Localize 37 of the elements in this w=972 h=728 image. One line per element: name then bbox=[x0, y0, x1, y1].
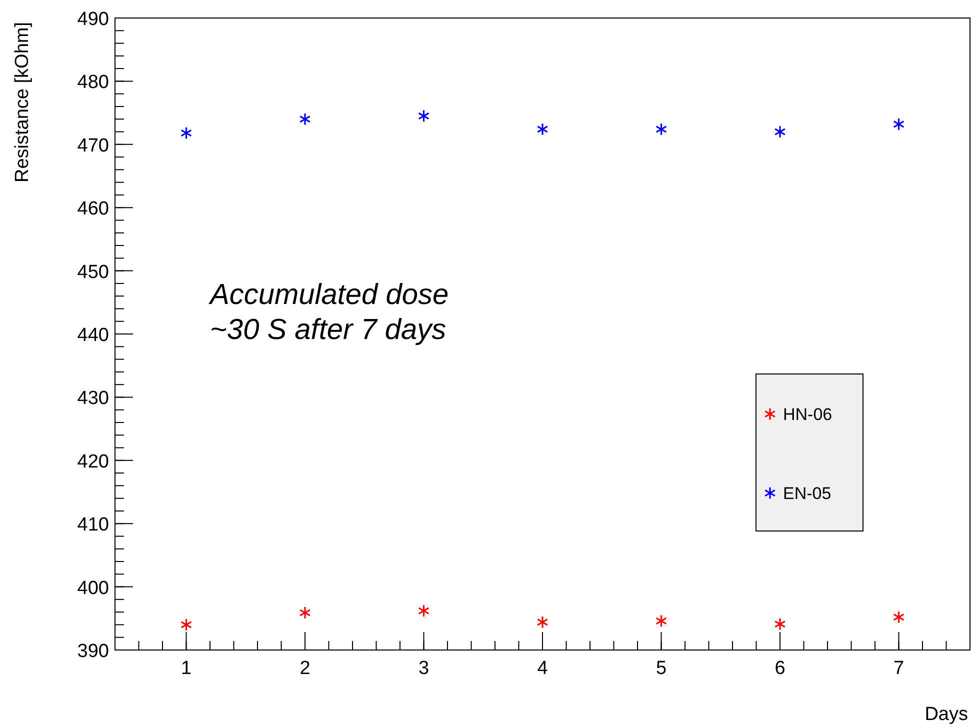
point bbox=[418, 604, 430, 618]
point bbox=[536, 122, 548, 136]
y-tick-label: 490 bbox=[77, 9, 109, 30]
x-tick-label: 7 bbox=[893, 658, 904, 679]
y-tick-label: 460 bbox=[77, 198, 109, 220]
point bbox=[774, 125, 786, 138]
y-axis-title: Resistance [kOhm] bbox=[12, 22, 33, 182]
x-tick-label: 1 bbox=[180, 658, 192, 679]
y-tick-label: 410 bbox=[77, 514, 109, 536]
point bbox=[299, 606, 311, 620]
point bbox=[656, 614, 667, 628]
y-tick-label: 390 bbox=[77, 641, 109, 662]
x-tick-label: 3 bbox=[418, 658, 430, 679]
y-tick-label: 440 bbox=[77, 325, 109, 346]
point bbox=[299, 112, 311, 126]
point bbox=[536, 616, 548, 629]
x-tick-label: 4 bbox=[537, 658, 548, 679]
point bbox=[418, 110, 430, 122]
y-tick-label: 450 bbox=[77, 262, 109, 283]
point bbox=[893, 118, 904, 131]
annotation: Accumulated dose ~30 S after 7 days bbox=[208, 279, 449, 346]
y-tick-label: 400 bbox=[77, 578, 109, 599]
legend-label: HN-06 bbox=[783, 405, 832, 424]
y-tick-label: 480 bbox=[77, 72, 109, 94]
y-tick-label: 420 bbox=[77, 451, 109, 472]
point bbox=[656, 122, 667, 136]
point bbox=[774, 618, 786, 631]
point bbox=[180, 618, 192, 632]
point bbox=[180, 126, 192, 140]
x-tick-label: 2 bbox=[300, 658, 310, 679]
y-tick-label: 470 bbox=[77, 135, 109, 156]
legend-label: EN-05 bbox=[783, 484, 832, 503]
x-tick-label: 6 bbox=[774, 658, 786, 679]
x-tick-label: 5 bbox=[656, 658, 667, 679]
point bbox=[893, 610, 904, 624]
y-tick-label: 430 bbox=[77, 388, 109, 410]
x-axis-title: Days bbox=[924, 704, 968, 725]
